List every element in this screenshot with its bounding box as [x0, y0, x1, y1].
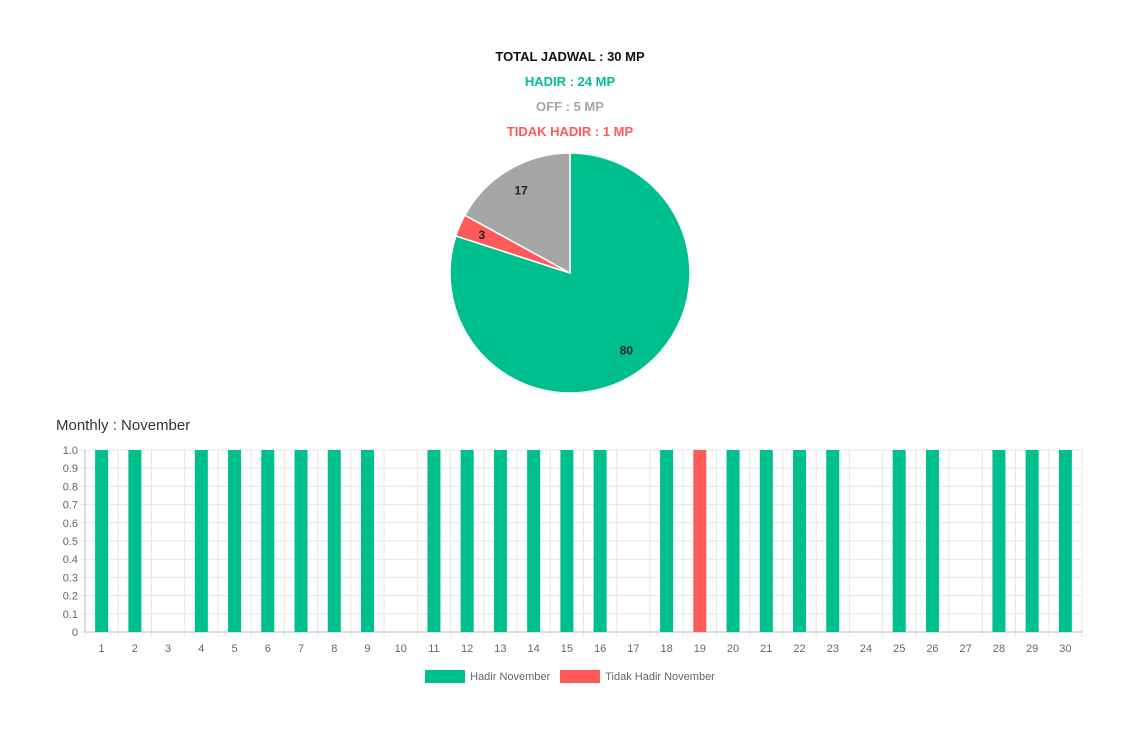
bar[interactable] — [294, 450, 308, 632]
x-tick-label: 24 — [860, 643, 872, 655]
y-tick-label: 0.5 — [63, 536, 78, 548]
pie-slice-label: 80 — [620, 344, 634, 358]
x-tick-label: 5 — [231, 643, 237, 655]
attendance-pie-chart: 80 3 17 — [449, 152, 691, 394]
x-tick-label: 7 — [298, 643, 304, 655]
y-tick-label: 0.8 — [63, 481, 78, 493]
x-tick-label: 9 — [364, 643, 370, 655]
bar[interactable] — [992, 450, 1006, 632]
x-tick-label: 18 — [660, 643, 672, 655]
bar-chart-legend: Hadir November Tidak Hadir November — [0, 670, 1140, 683]
y-tick-label: 0.9 — [63, 463, 78, 475]
y-tick-label: 0.3 — [63, 572, 78, 584]
bar[interactable] — [1058, 450, 1072, 632]
legend-label-tidak-hadir: Tidak Hadir November — [605, 670, 715, 683]
monthly-chart-title: Monthly : November — [56, 417, 191, 434]
pie-slice-label: 3 — [479, 228, 486, 242]
x-tick-label: 13 — [494, 643, 506, 655]
bar[interactable] — [427, 450, 441, 632]
bar[interactable] — [360, 450, 374, 632]
bar[interactable] — [1025, 450, 1039, 632]
bar[interactable] — [593, 450, 607, 632]
legend-label-hadir: Hadir November — [470, 670, 551, 683]
pie-slice[interactable] — [463, 152, 571, 275]
x-tick-label: 22 — [793, 643, 805, 655]
bar[interactable] — [759, 450, 773, 632]
legend-swatch-tidak-hadir — [560, 670, 601, 683]
x-tick-label: 16 — [594, 643, 606, 655]
bar[interactable] — [228, 450, 242, 632]
bar[interactable] — [826, 450, 840, 632]
x-tick-label: 11 — [428, 643, 439, 655]
x-tick-label: 15 — [561, 643, 573, 655]
y-tick-label: 0.4 — [63, 554, 78, 566]
attendance-summary: TOTAL JADWAL : 30 MP HADIR : 24 MP OFF :… — [0, 44, 1140, 144]
x-tick-label: 20 — [727, 643, 739, 655]
bar[interactable] — [726, 450, 740, 632]
off-label: OFF : 5 MP — [536, 99, 604, 114]
x-tick-label: 3 — [165, 643, 171, 655]
bar[interactable] — [560, 450, 574, 632]
x-tick-label: 2 — [132, 643, 138, 655]
legend-item-hadir[interactable]: Hadir November — [425, 670, 550, 683]
x-tick-label: 4 — [198, 643, 204, 655]
y-tick-label: 0.2 — [63, 591, 78, 603]
y-tick-label: 0.1 — [63, 609, 78, 621]
x-tick-label: 21 — [760, 643, 772, 655]
x-tick-label: 8 — [331, 643, 337, 655]
x-tick-label: 17 — [627, 643, 639, 655]
bar[interactable] — [892, 450, 906, 632]
x-tick-label: 14 — [528, 643, 540, 655]
bar[interactable] — [793, 450, 807, 632]
x-tick-label: 28 — [993, 643, 1005, 655]
bar[interactable] — [261, 450, 275, 632]
x-tick-label: 26 — [926, 643, 938, 655]
bar[interactable] — [95, 450, 109, 632]
y-tick-label: 0.7 — [63, 500, 78, 512]
x-tick-label: 25 — [893, 643, 905, 655]
x-tick-label: 12 — [461, 643, 473, 655]
x-tick-label: 30 — [1059, 643, 1071, 655]
bar[interactable] — [327, 450, 341, 632]
bar[interactable] — [693, 450, 707, 632]
pie-slice-label: 17 — [514, 183, 528, 197]
y-tick-label: 1.0 — [63, 445, 78, 457]
x-tick-label: 27 — [960, 643, 972, 655]
bar[interactable] — [493, 450, 507, 632]
bar[interactable] — [660, 450, 674, 632]
x-tick-label: 10 — [395, 643, 407, 655]
x-tick-label: 19 — [694, 643, 706, 655]
bar[interactable] — [925, 450, 939, 632]
legend-swatch-hadir — [425, 670, 466, 683]
tidak-hadir-label: TIDAK HADIR : 1 MP — [506, 124, 634, 139]
bar[interactable] — [527, 450, 541, 632]
total-jadwal-label: TOTAL JADWAL : 30 MP — [495, 49, 645, 64]
y-tick-label: 0.6 — [63, 518, 78, 530]
bar[interactable] — [194, 450, 208, 632]
bar[interactable] — [128, 450, 142, 632]
x-tick-label: 23 — [827, 643, 839, 655]
x-tick-label: 6 — [265, 643, 271, 655]
legend-item-tidak-hadir[interactable]: Tidak Hadir November — [560, 670, 715, 683]
x-tick-label: 1 — [99, 643, 105, 655]
monthly-bar-chart: 00.10.20.30.40.50.60.70.80.91.01 2 3 4 5 6 7 8 9… — [63, 445, 1083, 655]
bar[interactable] — [460, 450, 474, 632]
hadir-label: HADIR : 24 MP — [524, 74, 616, 89]
y-tick-label: 0 — [72, 627, 78, 639]
x-tick-label: 29 — [1026, 643, 1038, 655]
